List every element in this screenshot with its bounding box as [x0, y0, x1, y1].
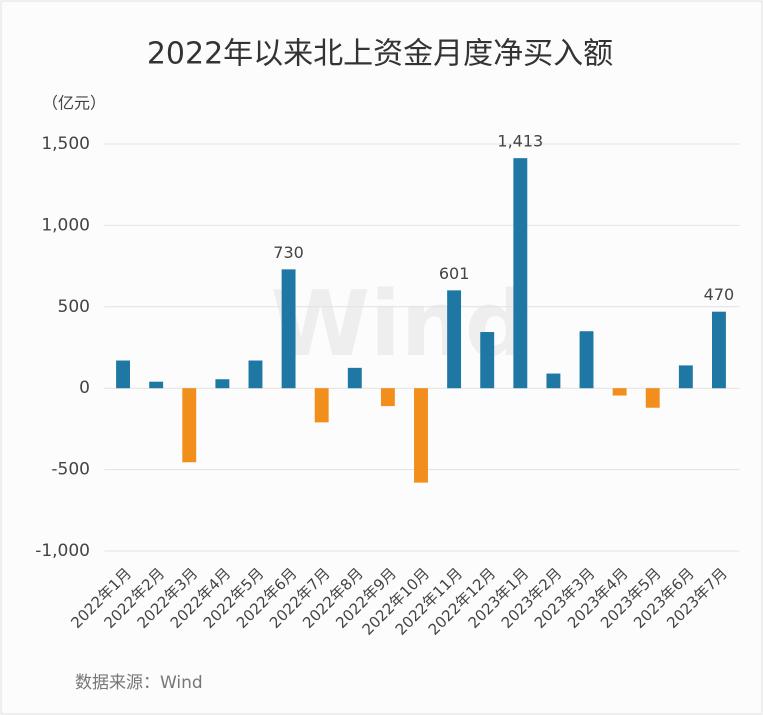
- chart-title: 2022年以来北上资金月度净买入额: [147, 37, 613, 72]
- value-label: 730: [273, 243, 304, 262]
- bar: [380, 388, 395, 407]
- y-tick-label: 1,500: [41, 134, 90, 154]
- bar: [447, 290, 462, 389]
- bar: [215, 379, 230, 389]
- bar: [414, 388, 428, 483]
- value-label: 470: [704, 285, 735, 304]
- bar: [149, 381, 164, 389]
- bar: [182, 388, 197, 463]
- unit-label: （亿元）: [42, 94, 106, 113]
- bar: [480, 332, 495, 389]
- bar: [513, 158, 528, 389]
- bar: [347, 367, 362, 389]
- value-label: 601: [439, 264, 470, 283]
- y-tick-label: 500: [58, 297, 90, 317]
- bar: [711, 311, 726, 389]
- source: 数据来源：Wind: [75, 673, 203, 693]
- bar: [579, 331, 594, 389]
- y-tick-label: -1,000: [35, 541, 90, 561]
- value-label: 1,413: [497, 132, 543, 151]
- bar: [248, 360, 263, 389]
- y-tick-label: 1,000: [41, 215, 90, 235]
- bar: [314, 388, 329, 423]
- bar: [678, 365, 693, 389]
- bar: [546, 373, 561, 389]
- y-tick-label: 0: [79, 378, 90, 398]
- bar: [116, 360, 131, 389]
- bar: [281, 269, 296, 389]
- bar: [612, 388, 627, 396]
- y-tick-label: -500: [51, 460, 90, 480]
- bar: [645, 388, 660, 408]
